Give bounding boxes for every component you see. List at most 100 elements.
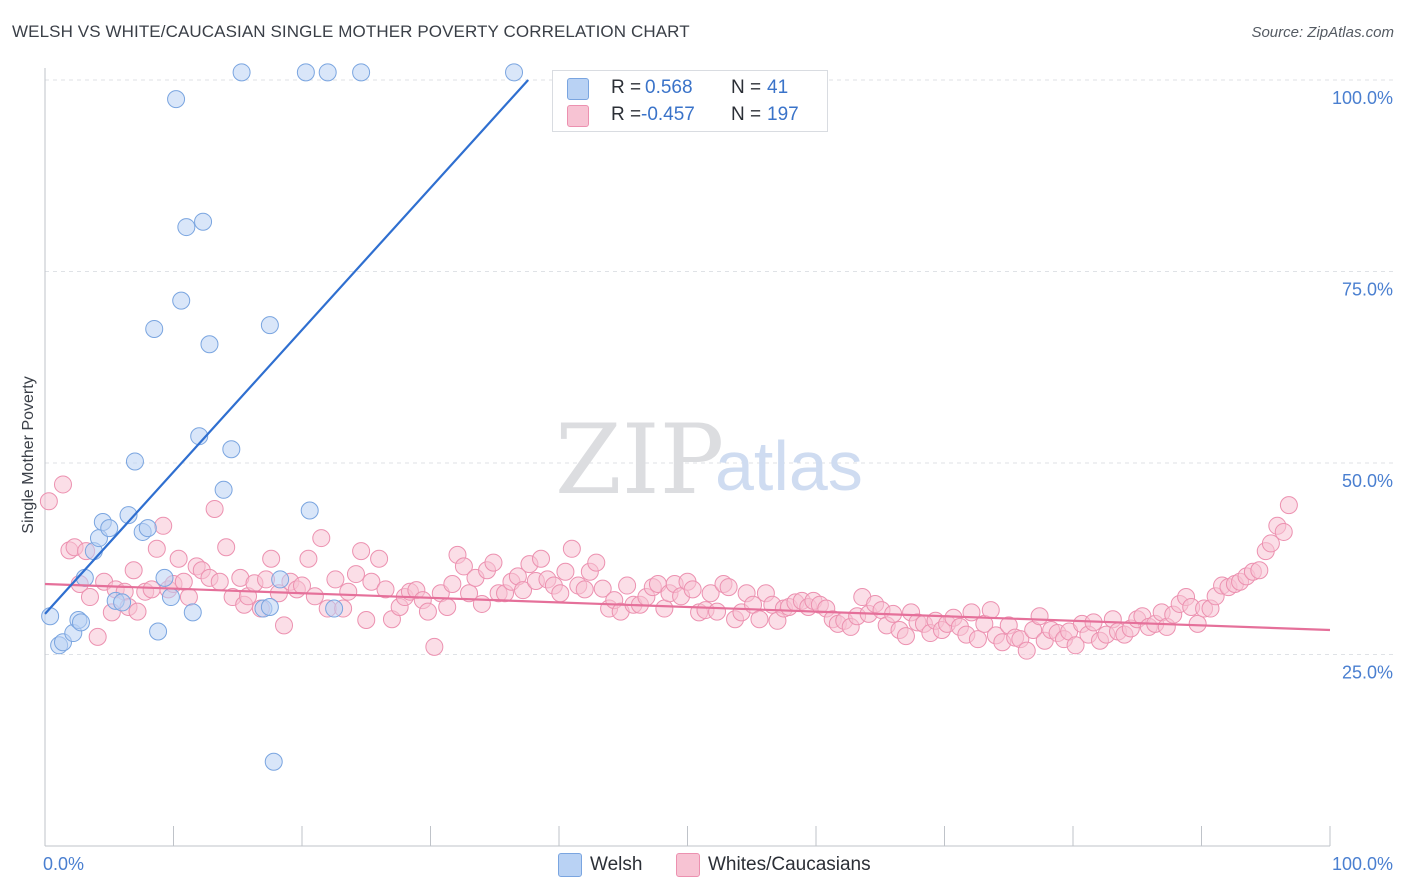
welsh-point <box>149 622 168 641</box>
welsh-point <box>264 752 283 771</box>
welsh-trend-line <box>44 79 529 615</box>
x-tick-label-min: 0.0% <box>43 854 84 874</box>
chart-title: WELSH VS WHITE/CAUCASIAN SINGLE MOTHER P… <box>12 22 690 41</box>
welsh-point <box>119 506 138 525</box>
welsh-point <box>232 63 251 82</box>
white-point <box>425 637 444 656</box>
white-point <box>147 539 166 558</box>
welsh-point <box>167 90 186 109</box>
white-point <box>460 584 479 603</box>
white-point <box>981 601 1000 620</box>
white-point <box>484 553 503 572</box>
white-legend-swatch <box>676 853 700 877</box>
welsh-point <box>260 316 279 335</box>
welsh-point <box>325 599 344 618</box>
white-point <box>128 602 147 621</box>
white-point <box>719 578 738 597</box>
white-point <box>305 587 324 606</box>
white-point <box>217 538 236 557</box>
white-point <box>312 529 331 548</box>
white-point <box>124 561 143 580</box>
welsh-legend-label: Welsh <box>590 854 643 875</box>
white-point <box>1250 561 1269 580</box>
y-tick-label: 25.0% <box>1342 663 1393 683</box>
white-point <box>562 539 581 558</box>
welsh-point <box>125 452 144 471</box>
white-point <box>346 565 365 584</box>
y-tick-label: 50.0% <box>1342 471 1393 491</box>
white-swatch <box>567 105 589 127</box>
legend-row-welsh: R = 0.568 N = 41 <box>553 75 827 101</box>
white-point <box>968 630 987 649</box>
white-point <box>357 611 376 630</box>
stats-legend: R = 0.568 N = 41 R = -0.457 N = 197 <box>552 70 828 132</box>
white-point <box>683 580 702 599</box>
white-point <box>1261 534 1280 553</box>
white-r-label: R = <box>611 104 642 125</box>
white-point <box>1030 607 1049 626</box>
white-point <box>326 570 345 589</box>
welsh-point <box>138 519 157 538</box>
welsh-point <box>172 291 191 310</box>
white-point <box>655 599 674 618</box>
white-point <box>210 572 229 591</box>
white-point <box>376 580 395 599</box>
white-point <box>438 598 457 617</box>
x-tick-label-max: 100.0% <box>1332 854 1393 874</box>
white-point <box>454 557 473 576</box>
y-tick-label: 75.0% <box>1342 280 1393 300</box>
white-point <box>205 499 224 518</box>
trend-lines <box>44 79 1331 632</box>
welsh-swatch <box>567 78 589 100</box>
white-legend-label: Whites/Caucasians <box>708 854 871 875</box>
white-point <box>1017 641 1036 660</box>
y-axis-label: Single Mother Poverty <box>20 376 37 533</box>
axes <box>44 68 1331 847</box>
white-point <box>472 594 491 613</box>
welsh-point <box>318 63 337 82</box>
watermark: ZIP atlas <box>555 404 863 516</box>
white-point <box>39 492 58 511</box>
white-point <box>275 616 294 635</box>
watermark-atlas: atlas <box>715 427 863 505</box>
white-point <box>514 581 533 600</box>
welsh-point <box>100 519 119 538</box>
white-point <box>1279 496 1298 515</box>
white-point <box>750 610 769 629</box>
white-n-label: N = <box>731 104 762 125</box>
welsh-point <box>214 480 233 499</box>
welsh-point <box>260 598 279 617</box>
welsh-point <box>300 501 319 520</box>
white-point <box>299 549 318 568</box>
welsh-legend-swatch <box>558 853 582 877</box>
welsh-point <box>200 335 219 354</box>
white-point <box>80 588 99 607</box>
welsh-point <box>145 319 164 338</box>
welsh-r-label: R = <box>611 77 642 98</box>
welsh-point <box>194 212 213 231</box>
welsh-point <box>222 440 241 459</box>
welsh-point <box>71 613 90 632</box>
white-point <box>532 549 551 568</box>
legend-row-white: R = -0.457 N = 197 <box>553 102 827 128</box>
white-point <box>618 576 637 595</box>
welsh-point <box>183 603 202 622</box>
white-point <box>339 582 358 601</box>
welsh-point <box>161 588 180 607</box>
white-point <box>575 580 594 599</box>
white-point <box>352 542 371 561</box>
welsh-point <box>41 607 60 626</box>
gridlines <box>45 79 1393 655</box>
y-tick-labels: 25.0% 50.0% 75.0% 100.0% <box>1332 88 1393 683</box>
welsh-point <box>177 218 196 237</box>
white-point <box>701 584 720 603</box>
welsh-point <box>155 568 174 587</box>
white-n-value: 197 <box>767 104 799 125</box>
white-point <box>443 575 462 594</box>
white-point <box>1188 614 1207 633</box>
white-point <box>53 475 72 494</box>
white-point <box>370 549 389 568</box>
welsh-point <box>296 63 315 82</box>
white-point <box>362 572 381 591</box>
